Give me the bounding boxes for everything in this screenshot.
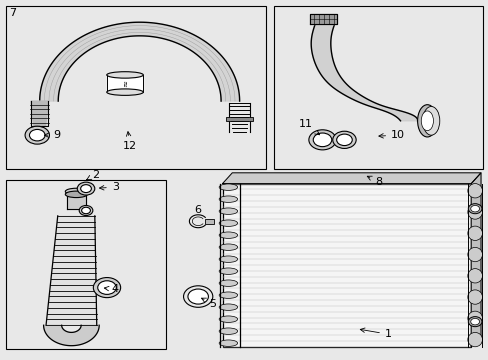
Text: 2: 2 [86,170,99,180]
Polygon shape [66,194,86,209]
Polygon shape [106,75,143,92]
Polygon shape [310,14,336,24]
Ellipse shape [219,220,237,226]
Ellipse shape [467,332,482,347]
Circle shape [313,133,331,147]
Ellipse shape [219,304,237,310]
Circle shape [25,126,49,144]
Polygon shape [222,173,480,184]
Ellipse shape [219,280,237,287]
Ellipse shape [470,319,479,325]
Ellipse shape [467,184,482,198]
Text: 9: 9 [44,130,60,140]
Ellipse shape [219,340,237,346]
Text: 11: 11 [298,120,319,135]
Ellipse shape [65,191,87,198]
Text: 10: 10 [378,130,404,140]
Ellipse shape [219,328,237,334]
Polygon shape [232,173,480,336]
Ellipse shape [467,290,482,304]
Ellipse shape [219,316,237,323]
Ellipse shape [467,269,482,283]
Ellipse shape [468,204,481,214]
Polygon shape [470,173,480,347]
Text: 3: 3 [99,182,119,192]
Ellipse shape [219,268,237,274]
Circle shape [29,130,45,141]
Ellipse shape [65,188,87,195]
Text: 5: 5 [201,298,216,309]
Ellipse shape [219,256,237,262]
Ellipse shape [219,292,237,298]
Text: 12: 12 [122,132,137,151]
Polygon shape [40,22,239,101]
Circle shape [98,281,116,294]
Bar [204,219,213,224]
Polygon shape [43,325,99,346]
Ellipse shape [219,196,237,202]
Polygon shape [310,24,417,121]
Circle shape [77,182,95,195]
Circle shape [93,278,121,298]
Ellipse shape [417,105,436,137]
Text: 6: 6 [194,206,201,216]
Bar [222,184,470,347]
Ellipse shape [219,244,237,251]
Ellipse shape [467,226,482,240]
Text: 4: 4 [104,284,119,294]
Polygon shape [31,101,48,126]
Polygon shape [46,216,97,325]
Circle shape [187,289,208,304]
Bar [5,180,166,348]
Bar [5,6,266,169]
Text: 8: 8 [366,176,382,187]
Circle shape [332,131,355,148]
Circle shape [81,185,91,193]
Ellipse shape [467,311,482,325]
Ellipse shape [106,89,143,95]
Circle shape [81,207,90,214]
Bar [225,117,253,121]
Ellipse shape [468,317,481,327]
Circle shape [336,134,351,145]
Text: 7: 7 [9,8,17,18]
Ellipse shape [106,72,143,78]
Bar [273,6,483,169]
Ellipse shape [219,184,237,190]
Ellipse shape [467,247,482,262]
Circle shape [308,130,335,150]
Text: ≈: ≈ [120,80,129,87]
Ellipse shape [420,111,432,131]
Ellipse shape [219,232,237,238]
Ellipse shape [470,206,479,212]
Ellipse shape [467,205,482,219]
Circle shape [79,206,93,216]
Ellipse shape [219,208,237,215]
Ellipse shape [422,107,439,135]
Text: 1: 1 [360,328,391,339]
